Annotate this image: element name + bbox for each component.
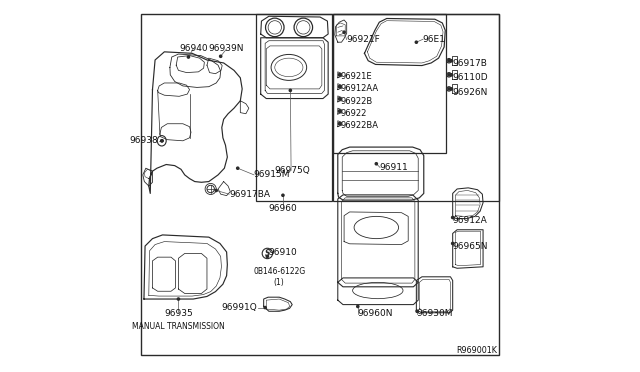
Text: R969001K: R969001K	[456, 346, 497, 355]
Text: 96940: 96940	[179, 44, 207, 53]
Circle shape	[339, 74, 340, 76]
Circle shape	[448, 60, 450, 62]
Circle shape	[161, 140, 163, 142]
Text: (1): (1)	[274, 278, 285, 287]
Circle shape	[339, 123, 340, 125]
Text: 96921E: 96921E	[340, 72, 372, 81]
Circle shape	[339, 110, 340, 112]
Circle shape	[339, 123, 340, 125]
Circle shape	[266, 255, 269, 257]
Circle shape	[343, 31, 345, 33]
Text: 96E1: 96E1	[422, 35, 445, 44]
Text: 96922B: 96922B	[340, 97, 373, 106]
Text: 96991Q: 96991Q	[221, 303, 257, 312]
Circle shape	[282, 194, 284, 196]
Text: 96110D: 96110D	[452, 73, 488, 82]
Circle shape	[375, 163, 378, 165]
Text: 96960: 96960	[269, 205, 298, 214]
Circle shape	[339, 86, 340, 88]
Circle shape	[177, 298, 180, 300]
Text: 96912A: 96912A	[452, 216, 486, 225]
Circle shape	[289, 89, 291, 92]
Circle shape	[448, 88, 450, 90]
Circle shape	[220, 55, 222, 57]
Circle shape	[339, 98, 340, 100]
Text: 96917BA: 96917BA	[229, 190, 270, 199]
Bar	[256, 14, 332, 201]
Text: 96922BA: 96922BA	[340, 121, 379, 130]
Circle shape	[452, 217, 454, 219]
Circle shape	[451, 60, 452, 62]
Circle shape	[215, 189, 218, 192]
Circle shape	[416, 310, 418, 312]
Text: 96965N: 96965N	[452, 241, 488, 250]
Text: 96930M: 96930M	[417, 310, 453, 318]
Text: 96910: 96910	[268, 248, 297, 257]
Text: 96938: 96938	[129, 136, 158, 145]
Text: 96935: 96935	[164, 310, 193, 318]
Text: 96912AA: 96912AA	[340, 84, 379, 93]
Bar	[333, 14, 499, 201]
Text: 96975Q: 96975Q	[275, 166, 310, 175]
Circle shape	[452, 242, 454, 244]
Text: 96915M: 96915M	[253, 170, 290, 179]
Circle shape	[339, 98, 340, 100]
Text: S: S	[264, 249, 270, 258]
Text: MANUAL TRANSMISSION: MANUAL TRANSMISSION	[132, 322, 225, 331]
Text: 96960N: 96960N	[357, 310, 392, 318]
Bar	[333, 14, 446, 153]
Circle shape	[161, 140, 163, 142]
Text: 96922: 96922	[340, 109, 367, 118]
Circle shape	[237, 167, 239, 169]
Circle shape	[188, 56, 189, 58]
Circle shape	[448, 74, 450, 76]
Text: 96911: 96911	[380, 163, 408, 172]
Circle shape	[339, 110, 340, 112]
Circle shape	[264, 307, 266, 309]
Text: 96917B: 96917B	[452, 59, 487, 68]
Text: 0B146-6122G: 0B146-6122G	[253, 267, 305, 276]
Circle shape	[339, 74, 340, 76]
Text: 96926N: 96926N	[452, 88, 487, 97]
Circle shape	[356, 305, 359, 308]
Circle shape	[339, 86, 340, 88]
Text: 96939N: 96939N	[209, 44, 244, 53]
Circle shape	[451, 88, 452, 90]
Circle shape	[415, 41, 417, 43]
Circle shape	[451, 74, 452, 76]
Text: 96921F: 96921F	[346, 35, 380, 44]
